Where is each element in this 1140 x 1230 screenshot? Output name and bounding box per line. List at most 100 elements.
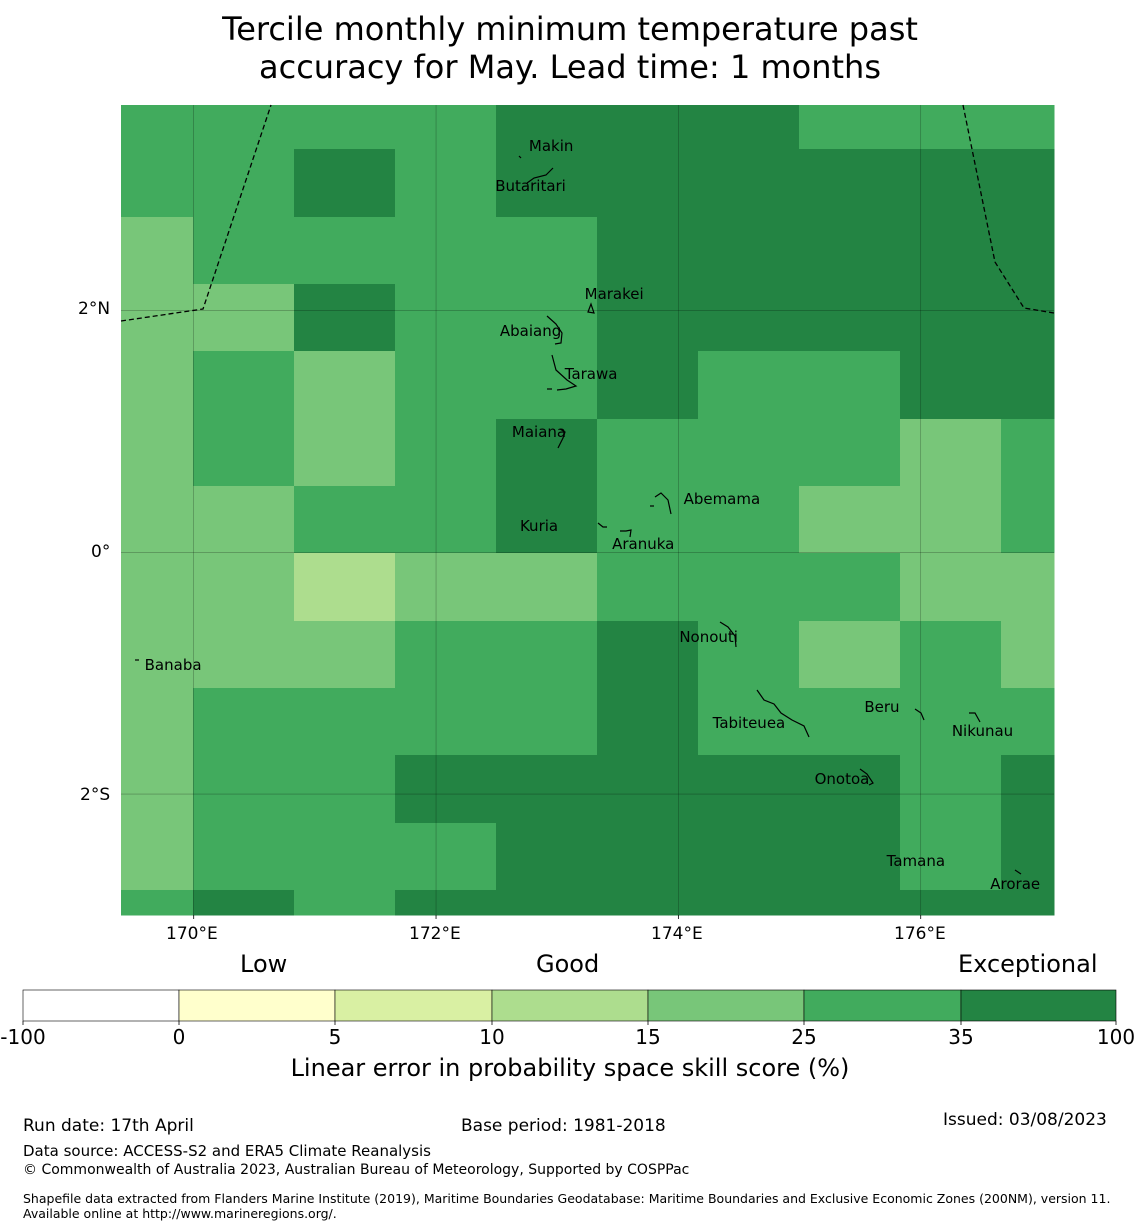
colorbar-tick: 25 [791, 1025, 817, 1049]
axis-ticks [193, 915, 922, 919]
skill-cell [395, 486, 497, 554]
skill-cell [395, 105, 497, 150]
colorbar-label: Linear error in probability space skill … [290, 1054, 850, 1082]
skill-cell [294, 105, 396, 150]
skill-cell [395, 217, 497, 285]
skill-cell [900, 755, 1002, 824]
colorbar-segment [491, 989, 649, 1022]
lon-label-172e: 172°E [409, 924, 461, 944]
place-label-makin: Makin [528, 137, 574, 156]
skill-cell [1001, 486, 1055, 554]
island-outline [969, 712, 981, 723]
skill-cell [193, 284, 295, 352]
place-label-tamana: Tamana [886, 851, 946, 870]
skill-cell [799, 621, 901, 689]
skill-cell [395, 553, 497, 622]
colorbar-segment [803, 989, 962, 1022]
skill-cell [698, 284, 800, 352]
skill-cell [121, 823, 194, 891]
skill-cell [597, 688, 699, 756]
skill-cell [294, 621, 396, 689]
skill-cell [395, 419, 497, 487]
skill-cell [900, 105, 1002, 150]
skill-cell [193, 823, 295, 891]
skill-cell [294, 217, 396, 285]
place-label-butaritari: Butaritari [495, 177, 566, 196]
title-line-1: Tercile monthly minimum temperature past [222, 10, 918, 48]
island-outline [654, 492, 672, 515]
place-label-abemama: Abemama [683, 490, 761, 509]
graticule [121, 105, 1054, 915]
skill-cell [395, 755, 497, 824]
colorbar-tick: 10 [479, 1025, 505, 1049]
skill-cell [597, 351, 699, 420]
skill-cell [294, 284, 396, 352]
skill-cell [294, 486, 396, 554]
skill-cell [294, 149, 396, 218]
skill-cell [1001, 890, 1055, 916]
colorbar-segment [22, 989, 180, 1022]
skill-cell [496, 486, 598, 554]
skill-cell [900, 823, 1002, 891]
place-label-arorae: Arorae [990, 874, 1041, 893]
skill-cell [496, 105, 598, 150]
skill-cell [193, 890, 295, 916]
skill-cell [900, 486, 1002, 554]
skill-grid [121, 105, 1055, 916]
skill-cell [698, 755, 800, 824]
island-outline [557, 428, 566, 449]
lon-label-176e: 176°E [894, 924, 946, 944]
skill-cell [900, 284, 1002, 352]
skill-cell [193, 217, 295, 285]
skill-cell [1001, 553, 1055, 622]
colorbar-tick: -100 [0, 1025, 46, 1049]
skill-cell [193, 755, 295, 824]
place-label-marakei: Marakei [584, 284, 644, 303]
skill-cell [395, 688, 497, 756]
skill-cell [1001, 419, 1055, 487]
skill-cell [799, 149, 901, 218]
skill-cell [1001, 149, 1055, 218]
skill-cell [193, 688, 295, 756]
skill-cell [698, 823, 800, 891]
skill-cell [698, 105, 800, 150]
skill-cell [698, 217, 800, 285]
skill-cell [597, 755, 699, 824]
skill-cell [395, 890, 497, 916]
skill-cell [496, 755, 598, 824]
colorbar-tick: 15 [635, 1025, 661, 1049]
skill-cell [496, 149, 598, 218]
island-outline [756, 689, 810, 738]
skill-cell [597, 823, 699, 891]
chart-title: Tercile monthly minimum temperature past… [0, 10, 1140, 86]
skill-cell [395, 351, 497, 420]
skill-cell [496, 890, 598, 916]
place-label-tabiteuea: Tabiteuea [712, 713, 786, 732]
skill-cell [900, 553, 1002, 622]
skill-cell [395, 823, 497, 891]
skill-cell [1001, 823, 1055, 891]
run-date: Run date: 17th April [23, 1116, 194, 1136]
skill-cell [597, 105, 699, 150]
skill-cell [900, 890, 1002, 916]
skill-cell [900, 621, 1002, 689]
island-outline [914, 708, 925, 721]
skill-cell [698, 149, 800, 218]
skill-cell [496, 351, 598, 420]
skill-cell [799, 284, 901, 352]
island-outline [620, 529, 632, 538]
skill-cell [1001, 621, 1055, 689]
skill-cell [496, 419, 598, 487]
colorbar-header-good: Good [536, 950, 600, 978]
colorbar-segment [647, 989, 805, 1022]
colorbar-header-low: Low [240, 950, 288, 978]
skill-cell [698, 621, 800, 689]
skill-cell [121, 621, 194, 689]
skill-cell [698, 890, 800, 916]
skill-cell [294, 755, 396, 824]
place-label-banaba: Banaba [144, 655, 202, 674]
skill-cell [1001, 284, 1055, 352]
place-label-beru: Beru [864, 698, 900, 717]
skill-cell [496, 553, 598, 622]
